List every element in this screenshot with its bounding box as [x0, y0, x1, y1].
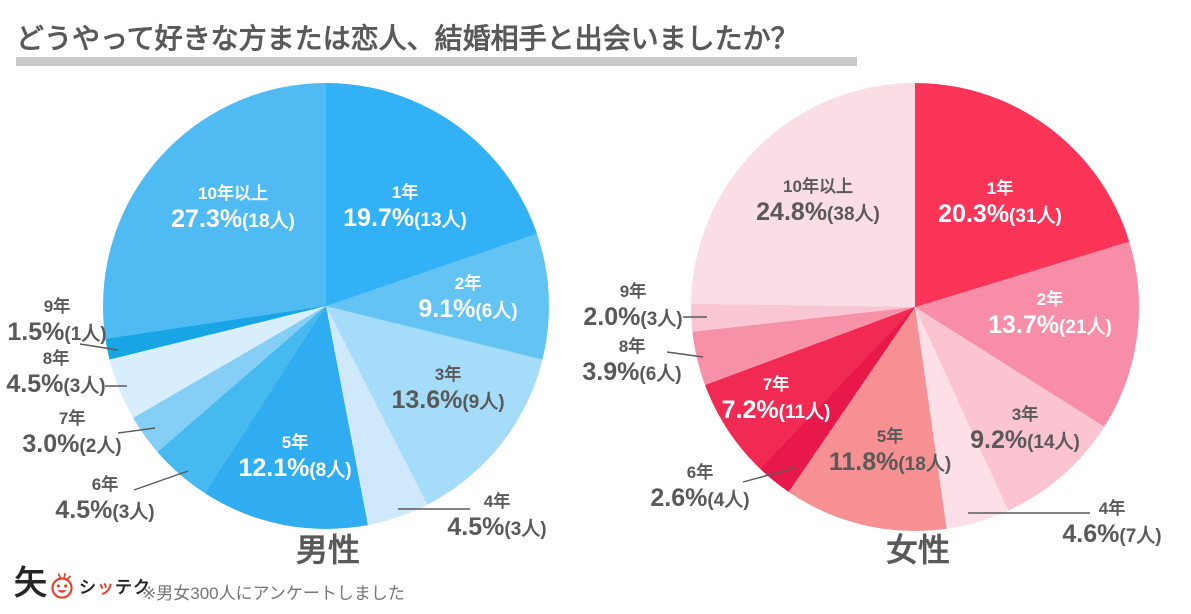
slice-label-female-4: 4年 4.6%(7人): [1062, 498, 1162, 549]
logo-text-part2: ッ: [97, 577, 115, 597]
slice-label-female-5: 5年 11.8%(18人): [828, 426, 952, 477]
slice-label-female-7: 7年 7.2%(11人): [721, 374, 831, 425]
slice-label-male-6: 6年 4.5%(3人): [55, 474, 155, 525]
pie-title-female: 女性: [885, 532, 951, 568]
slice-label-female-2: 2年 13.7%(21人): [988, 289, 1112, 340]
logo-text-part3: テク: [115, 577, 151, 597]
slice-label-female-3: 3年 9.2%(14人): [970, 404, 1080, 455]
slice-label-female-9: 9年 2.0%(3人): [583, 281, 683, 332]
pie-title-male: 男性: [295, 532, 361, 568]
pie-male: [103, 83, 549, 529]
slice-label-male-2: 2年 9.1%(6人): [418, 273, 518, 324]
slice-label-female-8: 8年 3.9%(6人): [582, 336, 682, 387]
slice-label-male-4: 4年 4.5%(3人): [447, 491, 547, 542]
slice-label-male-9: 9年 1.5%(1人): [7, 296, 107, 347]
pie-female: [691, 83, 1139, 531]
logo-text: シッテク: [79, 573, 151, 598]
slice-label-female-1: 1年 20.3%(31人): [938, 178, 1062, 229]
slice-label-female-10: 10年以上 24.8%(38人): [756, 176, 880, 227]
slice-label-male-5: 5年 12.1%(8人): [238, 432, 352, 483]
title-underline: [16, 57, 857, 66]
smiley-face-icon: [51, 572, 73, 599]
brand-logo: 矢 シッテク: [14, 564, 151, 601]
survey-note: ※男女300人にアンケートしました: [142, 584, 405, 603]
logo-kanji: 矢: [14, 564, 47, 601]
page-title: どうやって好きな方または恋人、結婚相手と出会いましたか？: [16, 23, 799, 54]
slice-label-male-3: 3年 13.6%(9人): [391, 364, 505, 415]
slice-label-male-1: 1年 19.7%(13人): [343, 182, 467, 233]
slice-label-male-10: 10年以上 27.3%(18人): [171, 183, 295, 234]
slice-label-female-6: 6年 2.6%(4人): [650, 462, 750, 513]
slice-label-male-7: 7年 3.0%(2人): [22, 408, 122, 459]
logo-text-part1: シ: [79, 577, 97, 597]
slice-label-male-8: 8年 4.5%(3人): [6, 348, 106, 399]
